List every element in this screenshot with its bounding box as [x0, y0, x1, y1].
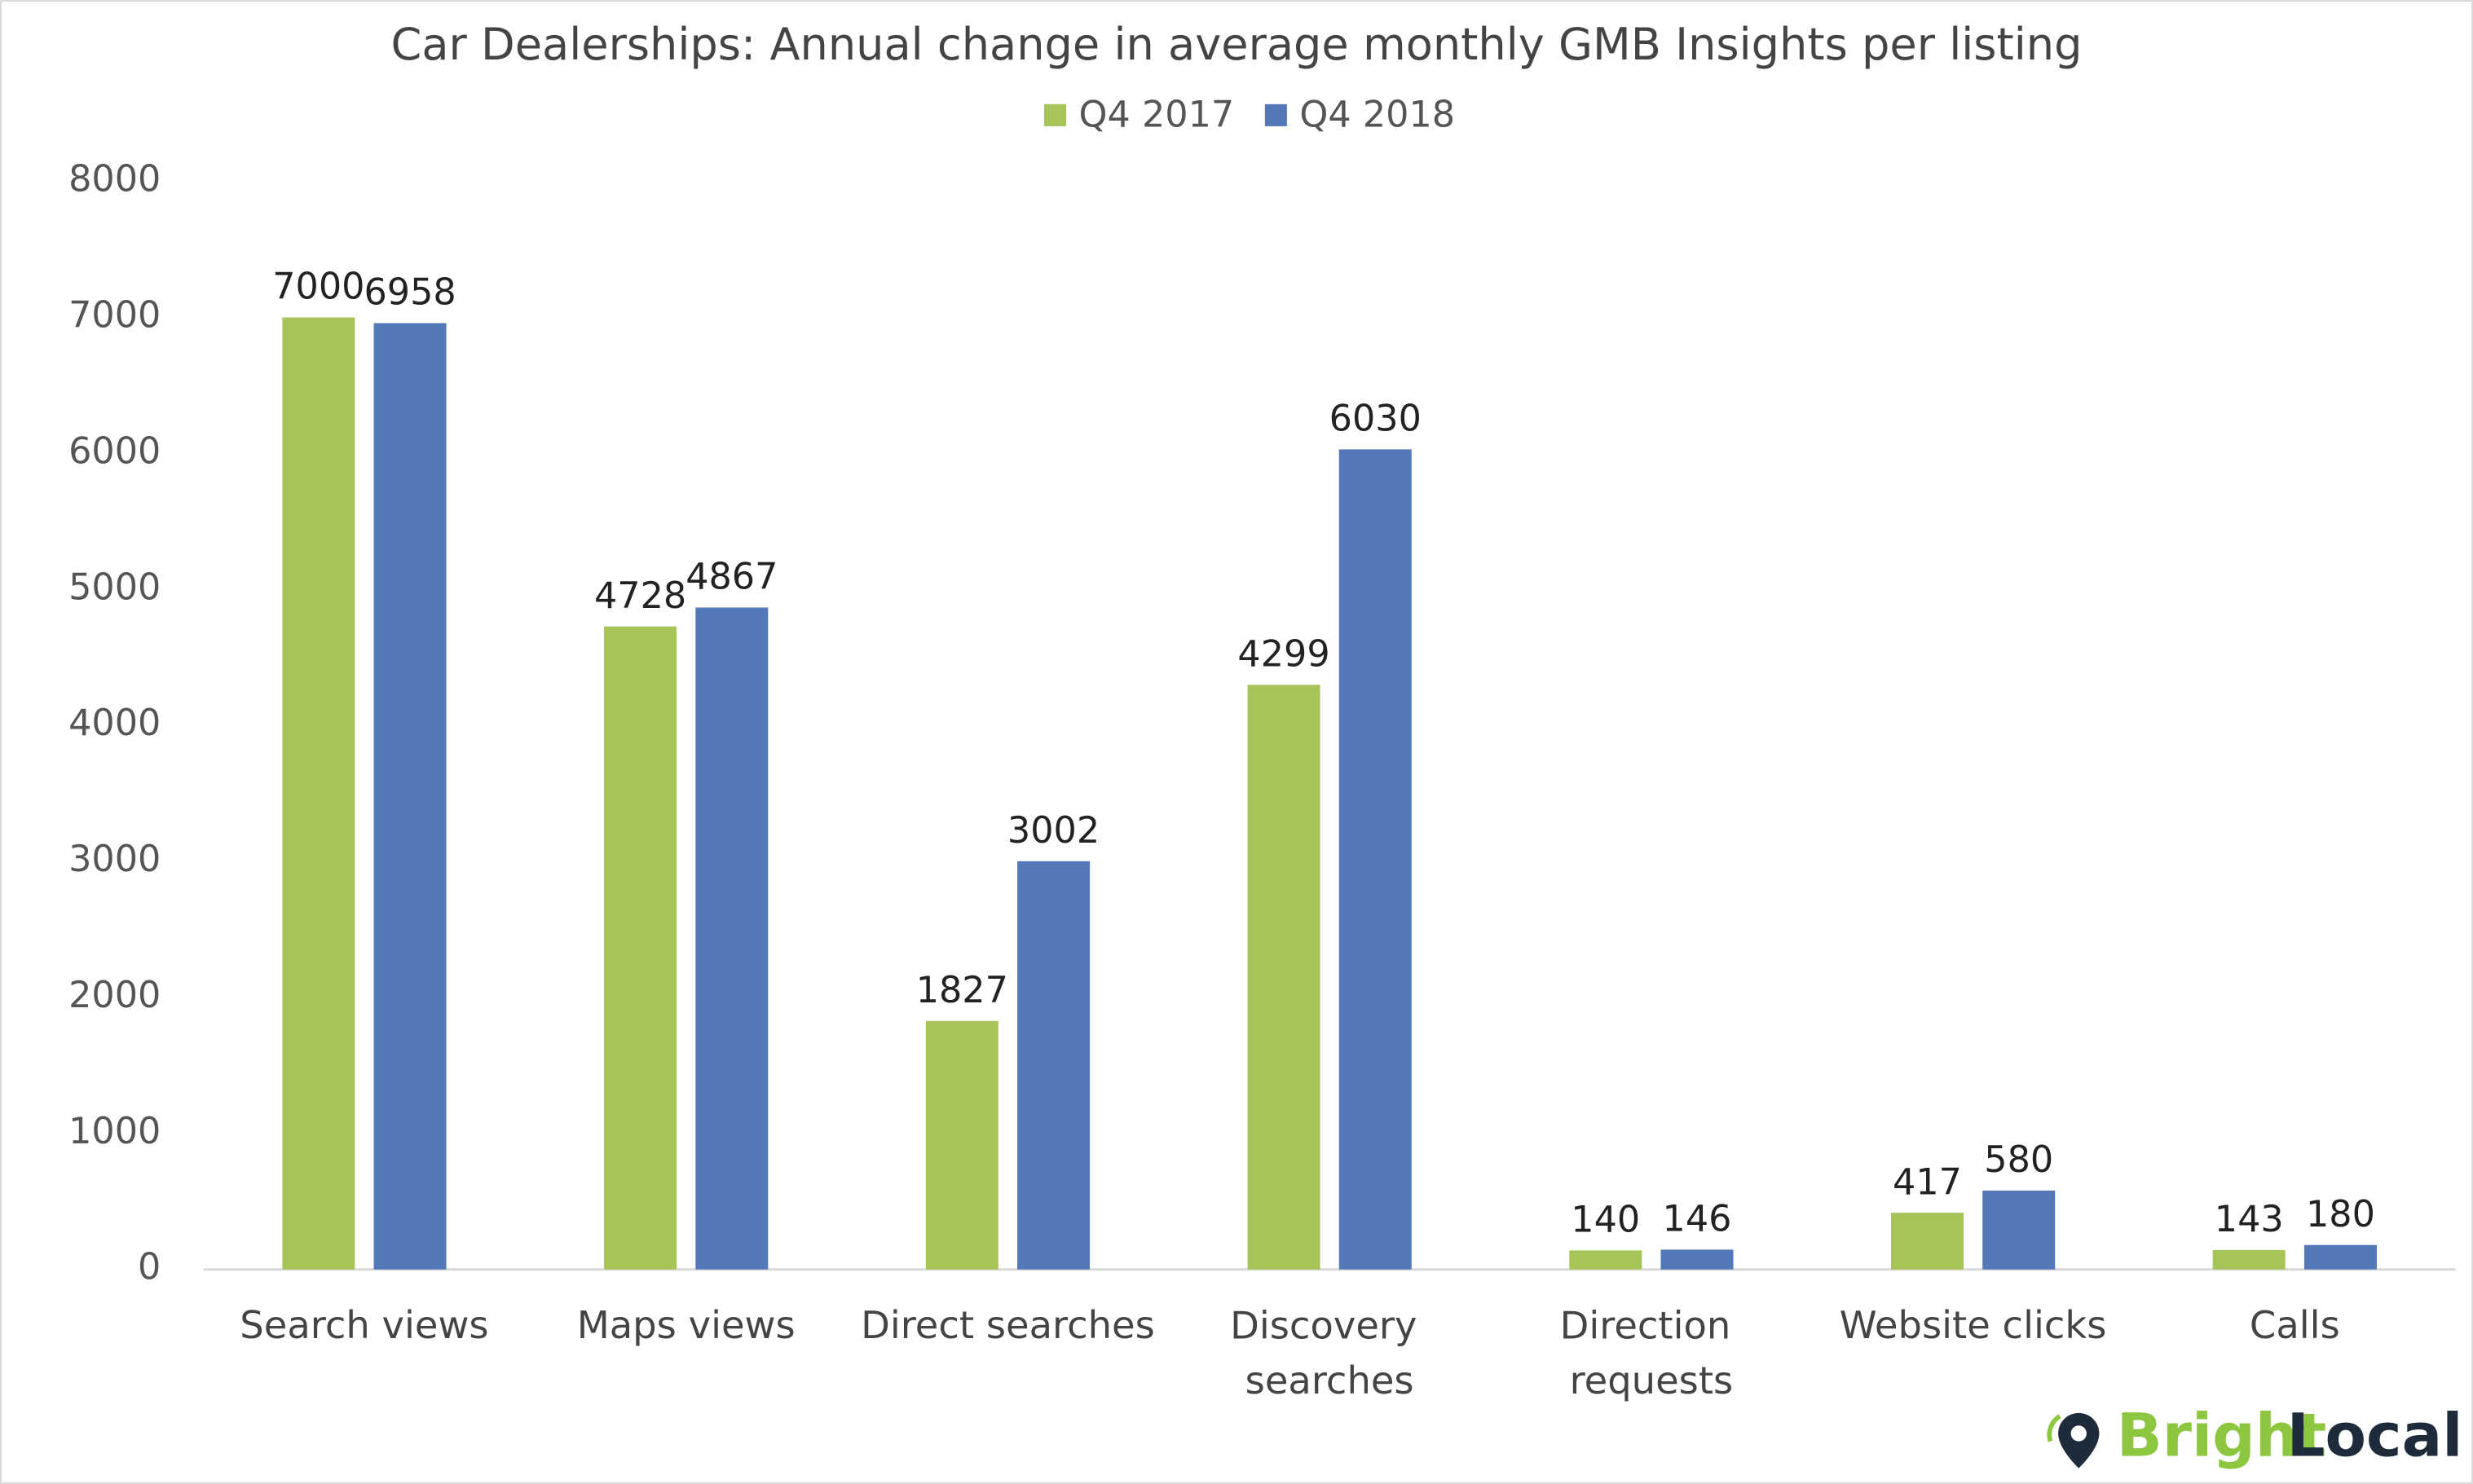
x-tick-line: searches — [1245, 1358, 1414, 1403]
value-label: 146 — [1663, 1199, 1732, 1240]
x-tick-label: Direct searches — [861, 1303, 1155, 1347]
value-label: 4299 — [1237, 633, 1329, 675]
y-tick-label: 8000 — [68, 159, 161, 200]
bar — [695, 607, 769, 1270]
value-label: 143 — [2215, 1199, 2284, 1240]
bar — [1891, 1213, 1964, 1270]
bar — [1982, 1190, 2056, 1270]
logo-local: Local — [2287, 1402, 2463, 1471]
logo: Bright Local — [2047, 1402, 2463, 1471]
x-tick-label: Website clicks — [1840, 1303, 2107, 1347]
bar — [2212, 1249, 2286, 1270]
value-label: 6958 — [364, 272, 456, 314]
x-tick-label: Direction requests — [1560, 1303, 1743, 1403]
bar — [1247, 685, 1320, 1270]
bar — [604, 626, 677, 1270]
bar — [1017, 861, 1091, 1270]
y-tick-label: 6000 — [68, 430, 161, 472]
value-label: 6030 — [1329, 399, 1422, 440]
legend-swatch — [1043, 103, 1067, 126]
chart-title: Car Dealerships: Annual change in averag… — [391, 19, 2083, 70]
bar — [282, 317, 355, 1270]
value-label: 1827 — [916, 970, 1008, 1011]
bar — [373, 323, 447, 1270]
x-tick-label: Calls — [2250, 1303, 2340, 1347]
value-label: 140 — [1571, 1200, 1640, 1241]
x-tick-line: Discovery — [1230, 1303, 1429, 1347]
bar — [1660, 1249, 1734, 1270]
value-label: 180 — [2306, 1194, 2375, 1235]
legend-swatch — [1264, 103, 1287, 126]
value-label: 4728 — [594, 575, 686, 617]
value-label: 417 — [1893, 1161, 1962, 1203]
y-tick-label: 5000 — [68, 566, 161, 608]
bar — [2303, 1244, 2377, 1270]
x-tick-label: Maps views — [577, 1303, 796, 1347]
value-label: 7000 — [272, 266, 364, 308]
y-tick-label: 3000 — [68, 839, 161, 880]
bar — [925, 1020, 998, 1270]
logo-pin-accent — [2047, 1414, 2061, 1442]
logo-pin-dot — [2070, 1425, 2087, 1442]
value-label: 4867 — [685, 557, 778, 598]
y-tick-label: 7000 — [68, 295, 161, 337]
y-tick-label: 2000 — [68, 975, 161, 1016]
logo-bright: Bright — [2117, 1402, 2327, 1471]
x-tick-line: Direction — [1560, 1303, 1743, 1347]
value-label: 580 — [1984, 1139, 2053, 1181]
value-label: 3002 — [1007, 810, 1100, 852]
legend-label: Q4 2018 — [1299, 94, 1455, 135]
bar — [1569, 1250, 1642, 1270]
x-tick-label: Search views — [240, 1303, 488, 1347]
x-tick-line: requests — [1570, 1358, 1734, 1403]
legend-label: Q4 2017 — [1079, 94, 1235, 135]
y-tick-label: 1000 — [68, 1111, 161, 1152]
y-tick-label: 0 — [138, 1247, 161, 1288]
x-tick-label: Discovery searches — [1230, 1303, 1429, 1403]
y-tick-label: 4000 — [68, 702, 161, 744]
bar — [1338, 449, 1412, 1270]
